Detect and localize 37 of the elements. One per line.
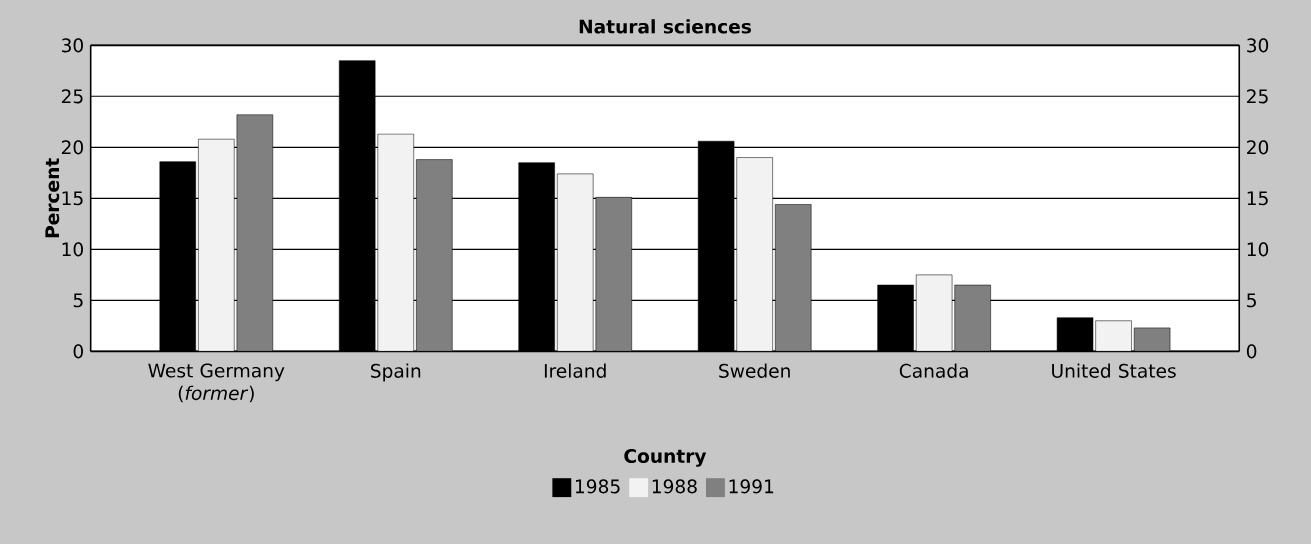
bar	[736, 157, 773, 352]
x-tick-label: Spain	[371, 363, 421, 382]
y2-tick-label: 30	[1247, 38, 1269, 53]
x-axis-title: Country	[624, 448, 707, 467]
bar	[1095, 320, 1132, 352]
legend-label: 1991	[729, 479, 774, 494]
bar	[416, 159, 453, 352]
y-axis-title: Percent	[45, 158, 60, 238]
y-tick-label: 20	[61, 140, 83, 155]
y-tick-label: 5	[73, 293, 83, 308]
chart-title: Natural sciences	[579, 19, 751, 34]
y2-tick-label: 25	[1247, 89, 1268, 104]
bar	[198, 138, 235, 352]
y2-tick-label: 5	[1247, 293, 1256, 308]
bar	[557, 173, 594, 352]
x-tick-label: Ireland	[544, 363, 606, 378]
y-tick-label: 0	[73, 344, 83, 359]
bar	[595, 197, 632, 352]
legend-label: 1985	[575, 479, 620, 494]
bar	[915, 274, 953, 352]
y2-tick-label: 20	[1247, 140, 1269, 155]
bar	[236, 114, 274, 352]
bar	[775, 204, 812, 352]
y2-tick-label: 0	[1246, 344, 1257, 359]
x-tick-label: West Germany (former)	[148, 363, 285, 403]
x-tick-label: United States	[1052, 363, 1176, 378]
y2-tick-label: 15	[1247, 191, 1268, 206]
bar	[954, 284, 991, 352]
y-tick-label: 30	[61, 38, 83, 53]
x-tick-label: Sweden	[719, 363, 790, 378]
legend-label: 1988	[652, 479, 697, 494]
y2-tick-label: 10	[1247, 242, 1269, 257]
bar	[377, 133, 414, 352]
y-tick-label: 10	[62, 242, 83, 257]
y-tick-label: 15	[62, 191, 83, 206]
y-tick-label: 25	[61, 89, 83, 104]
x-tick-label: Canada	[899, 363, 968, 378]
